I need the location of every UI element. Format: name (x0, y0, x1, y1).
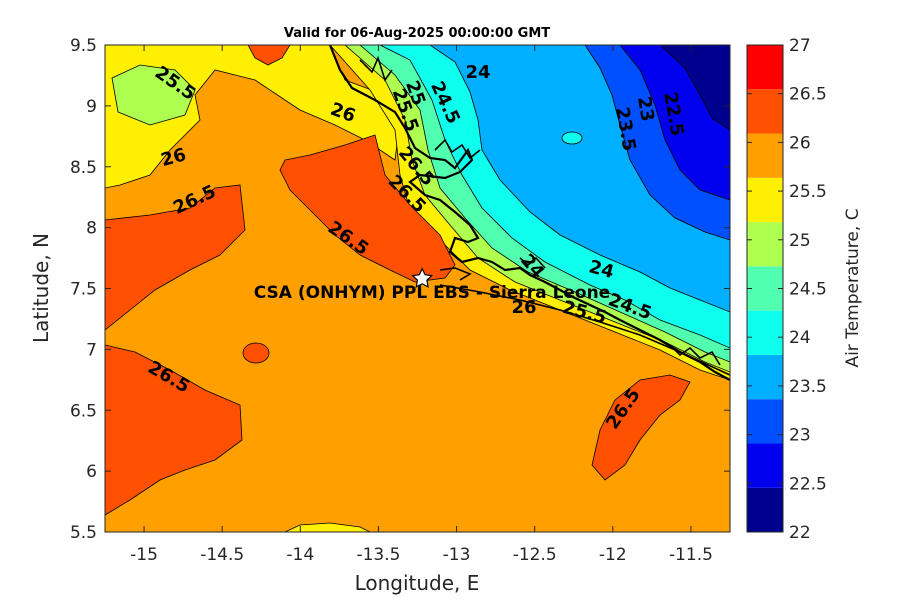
colorbar-tick-label: 24 (789, 328, 811, 348)
field-26.5-blob (242, 342, 270, 364)
x-tick-label: -15 (130, 545, 158, 565)
coast-inlet-2 (434, 138, 481, 160)
y-tick-label: 9 (86, 97, 97, 117)
y-tick-label: 5.5 (70, 523, 97, 543)
colorbar-tick-label: 24.5 (789, 280, 827, 300)
contour-label: 24 (465, 62, 490, 83)
y-tick-label: 6.5 (70, 401, 97, 421)
plot-area (105, 45, 730, 532)
coast-inlet-3 (439, 267, 472, 281)
colorbar-tick-label: 23 (789, 426, 811, 446)
colorbar-band (747, 222, 783, 267)
colorbar-band (747, 89, 783, 134)
x-axis: -15 -14.5 -14 -13.5 -13 -12.5 -12 -11.5 Longitu… (130, 45, 713, 595)
colorbar-label: Air Temperature, C (843, 208, 863, 367)
y-axis-label: Latitude, N (29, 233, 53, 343)
y-tick-label: 7 (86, 340, 97, 360)
colorbar-band (747, 487, 783, 532)
colorbar-band (747, 310, 783, 355)
colorbar-tick-label: 26 (789, 133, 811, 153)
field-26.5-central (279, 134, 456, 283)
y-tick-label: 9.5 (70, 36, 97, 56)
colorbar-tick-label: 23.5 (789, 377, 827, 397)
field-small-24 (561, 131, 583, 145)
x-tick-label: -13.5 (356, 545, 400, 565)
field-26.5-top (247, 45, 291, 66)
colorbar-tick-label: 22.5 (789, 474, 827, 494)
colorbar-band (747, 266, 783, 311)
map-title: Valid for 06-Aug-2025 00:00:00 GMT (284, 26, 550, 41)
colorbar-band (747, 177, 783, 223)
y-tick-label: 8 (86, 219, 97, 239)
x-tick-label: -14 (286, 545, 314, 565)
contour-label: 26 (511, 297, 536, 318)
colorbar-band (747, 399, 783, 444)
colorbar-band (747, 443, 783, 488)
field-26.5-southwest (105, 344, 243, 516)
colorbar-tick-label: 26.5 (789, 85, 827, 105)
x-axis-label: Longitude, E (355, 571, 480, 595)
y-tick-label: 6 (86, 462, 97, 482)
coast-inlet-4 (519, 256, 546, 269)
x-tick-label: -14.5 (200, 545, 244, 565)
star-icon[interactable] (411, 267, 433, 288)
field-25-pocket (111, 64, 196, 126)
x-tick-label: -11.5 (669, 545, 713, 565)
y-tick-label: 7.5 (70, 280, 97, 300)
coastline (328, 45, 730, 381)
field-26.5-southeast (591, 374, 691, 481)
contour-label: 23 (633, 95, 658, 123)
colorbar-tick-label: 25 (789, 231, 811, 251)
x-tick-label: -13 (443, 545, 471, 565)
colorbar-band (747, 133, 783, 178)
coast-inlet-5 (669, 344, 721, 366)
field-26.5-west (105, 184, 246, 331)
colorbar-band (747, 354, 783, 400)
y-tick-label: 8.5 (70, 158, 97, 178)
coast-inlet-1 (359, 55, 393, 82)
colorbar: 22 22.5 23 23.5 24 24.5 25 25.5 26 26.5 27 Air Tem… (746, 36, 863, 543)
colorbar-tick-label: 27 (789, 36, 811, 56)
colorbar-band (747, 45, 783, 90)
field-25.5-bottom (284, 522, 371, 532)
field-coastal-22 (659, 45, 730, 131)
x-tick-label: -12.5 (513, 545, 557, 565)
colorbar-tick-label: 22 (789, 523, 811, 543)
shoreline (439, 284, 730, 376)
colorbar-tick-label: 25.5 (789, 182, 827, 202)
x-tick-label: -12 (599, 545, 627, 565)
y-axis: 5.5 6 6.5 7 7.5 8 8.5 9 9.5 Latitude, N (29, 36, 730, 543)
site-label: CSA (ONHYM) PPL EBS - Sierra Leone (254, 283, 611, 303)
